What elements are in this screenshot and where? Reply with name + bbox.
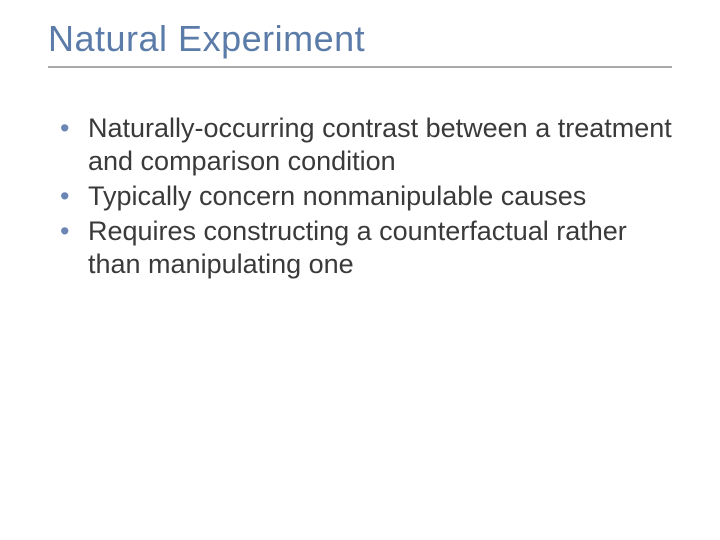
slide-title: Natural Experiment: [48, 18, 672, 68]
list-item: Typically concern nonmanipulable causes: [60, 180, 672, 213]
bullet-list: Naturally-occurring contrast between a t…: [48, 112, 672, 281]
slide-container: Natural Experiment Naturally-occurring c…: [0, 0, 720, 540]
list-item: Naturally-occurring contrast between a t…: [60, 112, 672, 178]
list-item: Requires constructing a counterfactual r…: [60, 215, 672, 281]
